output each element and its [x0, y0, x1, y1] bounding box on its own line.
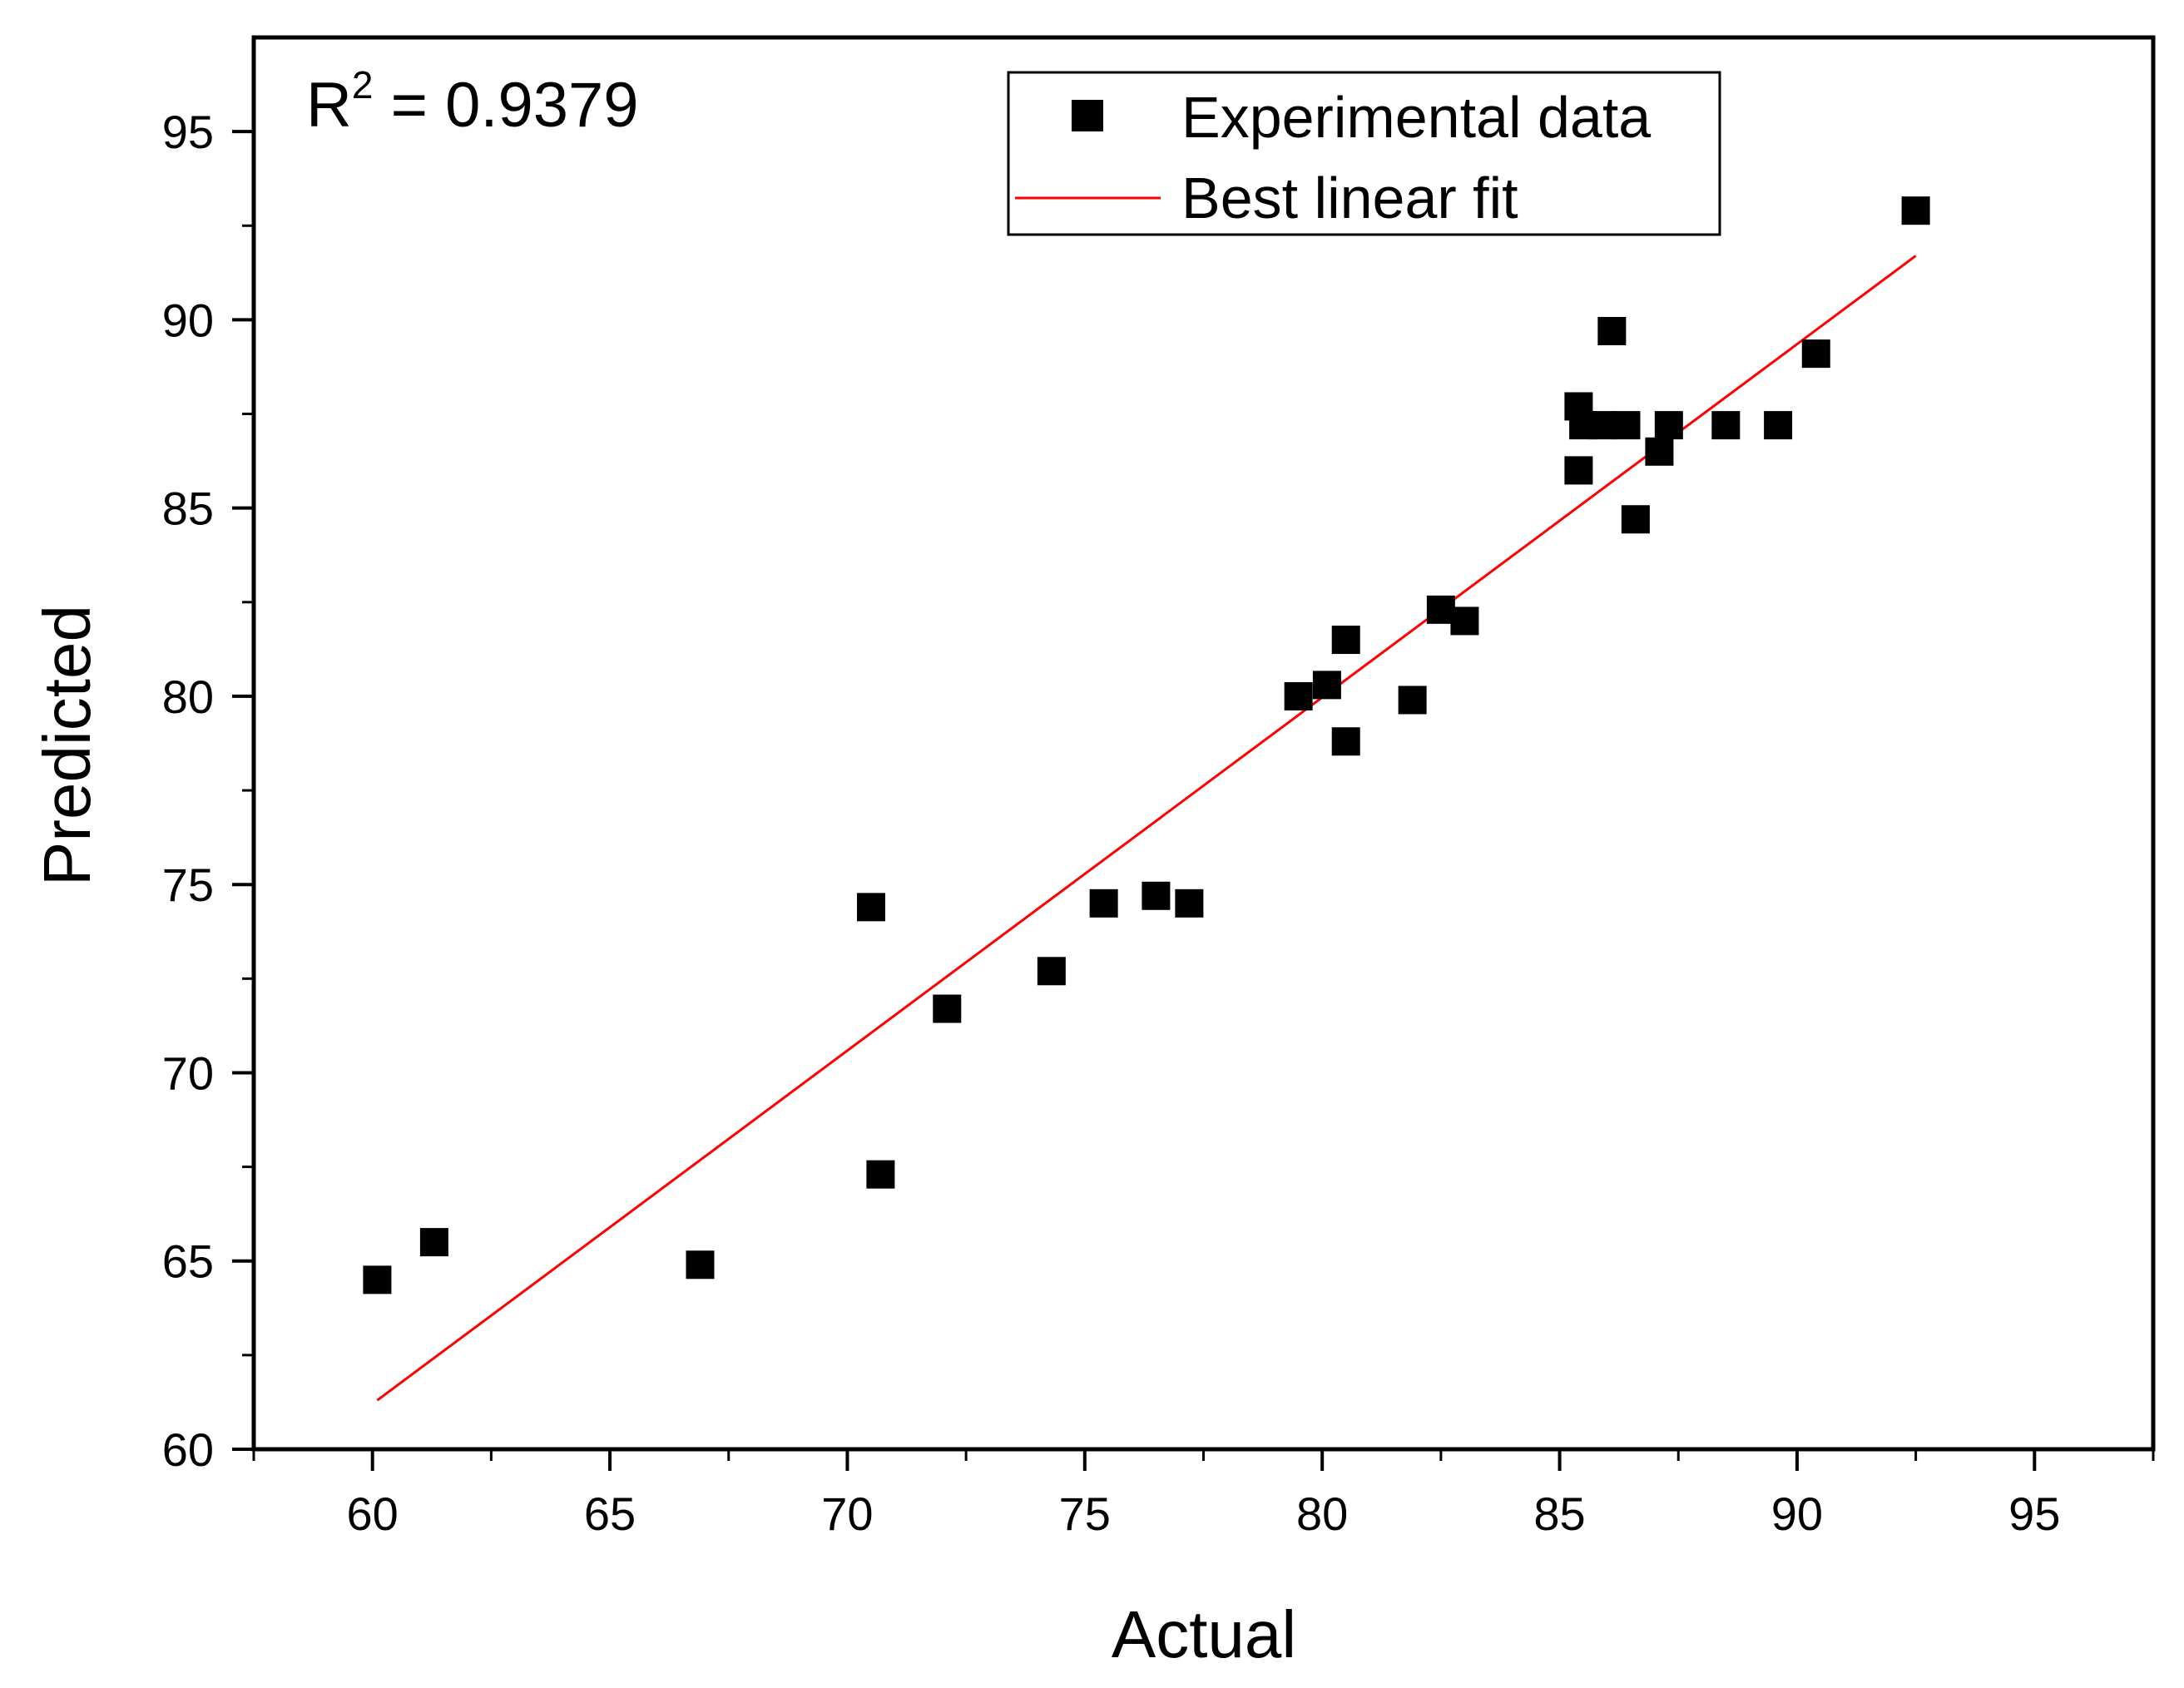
data-point: [1089, 889, 1118, 918]
y-axis-title: Predicted: [30, 605, 104, 886]
data-point: [419, 1228, 448, 1257]
r-squared-value: = 0.9379: [373, 70, 638, 141]
y-tick-label: 90: [162, 294, 214, 346]
legend-label-fit: Best linear fit: [1181, 166, 1518, 230]
r-squared-superscript: 2: [352, 63, 374, 106]
data-point: [1398, 686, 1427, 715]
x-tick-label: 65: [584, 1488, 636, 1540]
y-tick-label: 75: [162, 859, 214, 911]
y-tick-label: 60: [162, 1423, 214, 1476]
y-axis: 60 65 70 75 80 85 90 95: [162, 106, 254, 1476]
y-tick-label: 85: [162, 483, 214, 535]
data-point: [1654, 411, 1683, 440]
y-tick-label: 65: [162, 1235, 214, 1288]
data-point: [1331, 626, 1360, 655]
plot-area: [251, 35, 2156, 1452]
legend-box: [1007, 71, 1721, 236]
data-point: [1142, 881, 1171, 910]
x-axis-title: Actual: [1112, 1597, 1296, 1671]
data-point: [1621, 505, 1650, 534]
x-tick-label: 85: [1533, 1488, 1585, 1540]
legend-label-experimental: Experimental data: [1181, 85, 1651, 150]
data-point: [1711, 411, 1741, 440]
data-points: [363, 196, 1930, 1294]
x-tick-label: 95: [2008, 1488, 2060, 1540]
data-point: [866, 1160, 895, 1189]
data-point: [363, 1265, 392, 1294]
x-tick-label: 60: [347, 1488, 399, 1540]
data-point: [1450, 606, 1479, 636]
data-point: [1587, 411, 1617, 440]
r-squared-annotation: R2 = 0.9379: [306, 63, 639, 141]
legend: Experimental data Best linear fit: [1007, 71, 1721, 236]
data-point: [1312, 671, 1341, 700]
data-point: [856, 893, 885, 922]
data-point: [933, 994, 962, 1023]
x-tick-label: 70: [821, 1488, 873, 1540]
data-point: [1801, 339, 1830, 369]
data-point: [1597, 316, 1627, 345]
y-tick-label: 80: [162, 671, 214, 723]
data-point: [1764, 411, 1793, 440]
x-tick-label: 80: [1296, 1488, 1348, 1540]
y-tick-label: 70: [162, 1047, 214, 1099]
data-point: [1175, 889, 1204, 918]
data-point: [1564, 456, 1593, 485]
data-point: [1612, 411, 1641, 440]
data-point: [1426, 595, 1455, 624]
legend-marker-square: [1072, 100, 1103, 131]
data-point: [1037, 957, 1066, 986]
r-squared-prefix: R: [306, 70, 352, 141]
x-axis: 60 65 70 75 80 85 90 95: [252, 1449, 2155, 1540]
data-point: [1901, 196, 1930, 225]
x-tick-label: 75: [1059, 1488, 1111, 1540]
x-tick-label: 90: [1771, 1488, 1823, 1540]
data-point: [1331, 727, 1360, 756]
data-point: [686, 1250, 715, 1280]
y-tick-label: 95: [162, 106, 214, 158]
data-point: [1645, 437, 1674, 466]
data-point: [1284, 681, 1313, 710]
